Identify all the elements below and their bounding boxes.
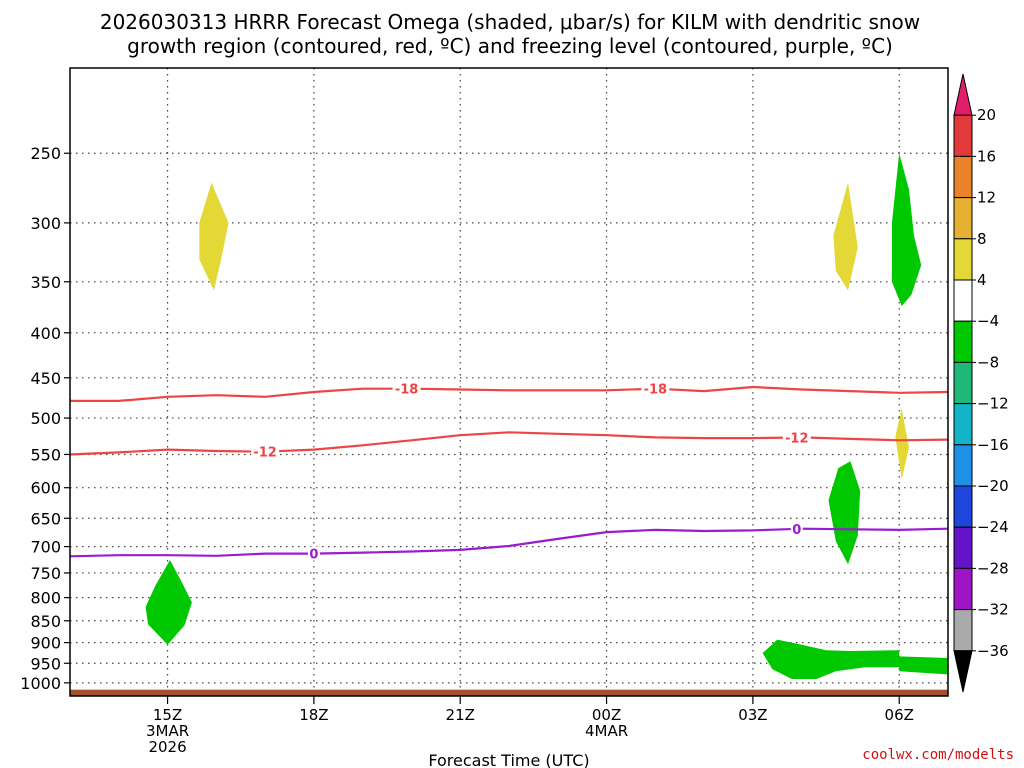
y-axis: 250 300 350 400 450 500 550 600 650 700 750 800 850 9… xyxy=(20,144,70,693)
plot-area: -18 -18 -12 -12 0 0 xyxy=(69,67,949,697)
x-tick-label: 18Z xyxy=(299,706,328,724)
x-tick-label: 00Z xyxy=(592,706,621,724)
x-tick-label: 21Z xyxy=(446,706,475,724)
x-tick-date: 3MAR xyxy=(146,722,189,740)
shaded-region-omega-neg-4-8-a xyxy=(145,560,192,645)
colorbar-label: 12 xyxy=(977,189,996,207)
colorbar-label: 20 xyxy=(977,106,996,124)
credit-text: coolwx.com/modelts xyxy=(862,747,1014,763)
y-tick-label: 400 xyxy=(30,324,61,343)
contour-line-dgz-top xyxy=(70,385,949,402)
colorbar-swatch xyxy=(953,279,973,322)
colorbar-label: −36 xyxy=(977,642,1009,660)
colorbar-swatch xyxy=(953,609,973,652)
contour-label-bg xyxy=(307,546,320,561)
colorbar-swatch xyxy=(953,238,973,281)
colorbar-swatch xyxy=(953,403,973,446)
x-axis-label: Forecast Time (UTC) xyxy=(428,751,589,768)
shaded-region-omega-pos-4-8-c xyxy=(895,408,909,480)
y-tick-label: 750 xyxy=(30,564,61,583)
contour-label-bg xyxy=(392,381,421,396)
shaded-region-omega-pos-4-8-b xyxy=(833,182,858,291)
colorbar-swatch xyxy=(953,320,973,363)
contour-label-bg xyxy=(790,521,803,536)
colorbar-top-arrow xyxy=(953,73,973,116)
contour-label-dgz-top: -18 xyxy=(644,383,668,398)
colorbar-swatch xyxy=(953,361,973,405)
x-tick-label: 06Z xyxy=(885,706,914,724)
contour-label-bg xyxy=(641,381,670,396)
y-tick-label: 450 xyxy=(30,369,61,388)
colorbar-label: 8 xyxy=(977,230,987,248)
x-tick-label: 03Z xyxy=(738,706,767,724)
y-tick-label: 800 xyxy=(30,589,61,608)
colorbar-swatch xyxy=(953,155,973,199)
shaded-region-omega-neg-4-8-d xyxy=(762,639,948,679)
colorbar-swatch xyxy=(953,567,973,611)
shaded-region-omega-pos-4-8-a xyxy=(199,182,229,291)
contour-label-bg xyxy=(251,444,280,459)
colorbar-label: −16 xyxy=(977,436,1009,454)
terrain-layer xyxy=(70,689,948,696)
y-tick-label: 850 xyxy=(30,612,61,631)
contour-layer: -18 -18 -12 -12 0 0 xyxy=(69,381,949,563)
contour-label-dgz-top: -18 xyxy=(395,383,419,398)
colorbar-swatch xyxy=(953,197,973,240)
colorbar-swatch xyxy=(953,114,973,157)
contour-label-dgz-bottom: -12 xyxy=(785,431,809,446)
colorbar-label: −12 xyxy=(977,395,1009,413)
y-tick-label: 900 xyxy=(30,634,61,653)
y-tick-label: 700 xyxy=(30,538,61,557)
colorbar-label: −4 xyxy=(977,312,999,330)
y-tick-label: 300 xyxy=(30,214,61,233)
colorbar-label: 16 xyxy=(977,147,996,165)
colorbar-label: −24 xyxy=(977,518,1009,536)
y-tick-label: 650 xyxy=(30,509,61,528)
y-tick-label: 550 xyxy=(30,445,61,464)
chart-title-line-2: growth region (contoured, red, ºC) and f… xyxy=(127,34,893,58)
y-tick-label: 350 xyxy=(30,273,61,292)
contour-label-freezing-level: 0 xyxy=(792,523,801,538)
x-tick-date: 4MAR xyxy=(585,722,628,740)
y-tick-label: 950 xyxy=(30,654,61,673)
shaded-omega-layer xyxy=(145,153,948,679)
colorbar-swatch xyxy=(953,444,973,487)
y-tick-label: 1000 xyxy=(20,674,61,693)
contour-label-bg xyxy=(782,430,811,445)
y-tick-label: 600 xyxy=(30,479,61,498)
colorbar-bottom-arrow xyxy=(953,650,973,693)
colorbar-label: −28 xyxy=(977,559,1009,577)
colorbar-label: −8 xyxy=(977,353,999,371)
colorbar-label: −32 xyxy=(977,601,1009,619)
shaded-region-omega-neg-4-8-b xyxy=(891,153,922,307)
terrain-surface xyxy=(70,689,948,696)
colorbar-swatch xyxy=(953,526,973,569)
colorbar: 20 16 12 8 4 −4 −8 −12 −16 −20 −24 −28 −32 −36 xyxy=(953,73,1009,693)
colorbar-label: −20 xyxy=(977,477,1009,495)
x-tick-label: 15Z xyxy=(153,706,182,724)
y-tick-label: 500 xyxy=(30,409,61,428)
colorbar-label: 4 xyxy=(977,271,987,289)
colorbar-swatch xyxy=(953,485,973,528)
shaded-region-omega-neg-4-8-c xyxy=(828,461,861,565)
y-tick-label: 250 xyxy=(30,144,61,163)
plot-frame xyxy=(69,67,949,697)
x-tick-year: 2026 xyxy=(148,738,186,756)
contour-label-dgz-bottom: -12 xyxy=(253,446,277,461)
chart-title-line-1: 2026030313 HRRR Forecast Omega (shaded, … xyxy=(100,10,920,34)
plot-background xyxy=(70,68,948,696)
contour-label-freezing-level: 0 xyxy=(309,548,318,563)
